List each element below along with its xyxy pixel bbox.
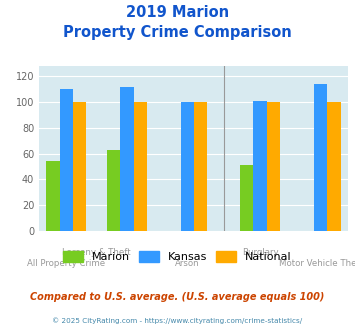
Text: Motor Vehicle Theft: Motor Vehicle Theft [279, 259, 355, 268]
Bar [46, 161, 60, 231]
Bar [240, 165, 253, 231]
Bar [120, 86, 133, 231]
Text: Arson: Arson [175, 259, 200, 268]
Text: Larceny & Theft: Larceny & Theft [62, 248, 131, 257]
Bar [73, 102, 86, 231]
Text: Property Crime Comparison: Property Crime Comparison [63, 25, 292, 40]
Text: All Property Crime: All Property Crime [27, 259, 105, 268]
Bar [267, 102, 280, 231]
Text: © 2025 CityRating.com - https://www.cityrating.com/crime-statistics/: © 2025 CityRating.com - https://www.city… [53, 317, 302, 324]
Bar [327, 102, 341, 231]
Bar [194, 102, 207, 231]
Bar [181, 102, 194, 231]
Bar [107, 150, 120, 231]
Text: Burglary: Burglary [242, 248, 278, 257]
Text: 2019 Marion: 2019 Marion [126, 5, 229, 20]
Text: Compared to U.S. average. (U.S. average equals 100): Compared to U.S. average. (U.S. average … [30, 292, 325, 302]
Bar [253, 101, 267, 231]
Bar [133, 102, 147, 231]
Bar [314, 84, 327, 231]
Legend: Marion, Kansas, National: Marion, Kansas, National [59, 247, 296, 267]
Bar [60, 89, 73, 231]
